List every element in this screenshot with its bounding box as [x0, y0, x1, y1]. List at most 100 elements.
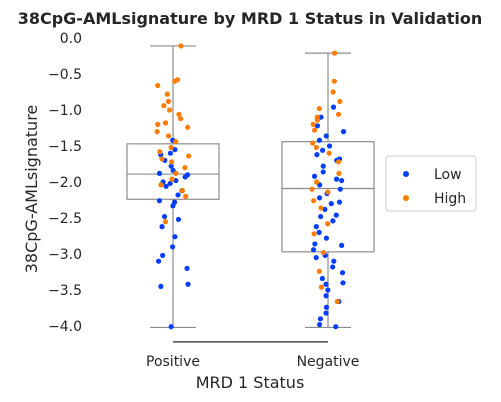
data-point-low	[175, 192, 181, 198]
data-point-high	[337, 98, 343, 104]
data-point-low	[161, 213, 168, 220]
y-tick-label: −1.0	[48, 103, 82, 119]
data-point-low	[313, 224, 319, 230]
data-point-low	[316, 137, 323, 143]
data-point-high	[334, 298, 340, 305]
data-point-low	[325, 287, 331, 293]
data-point-low	[323, 293, 329, 299]
data-point-high	[162, 120, 169, 126]
data-point-high	[326, 150, 332, 156]
data-point-high	[176, 111, 182, 117]
data-point-high	[185, 124, 191, 130]
data-point-low	[320, 169, 326, 175]
data-point-low	[168, 324, 174, 330]
data-point-low	[330, 264, 336, 270]
data-point-low	[333, 212, 339, 218]
data-point-high	[158, 182, 164, 188]
y-tick-label: −1.5	[48, 139, 82, 155]
data-point-low	[184, 172, 191, 178]
data-point-high	[186, 153, 192, 159]
data-point-high	[168, 144, 174, 151]
data-point-low	[168, 163, 174, 169]
data-point-high	[173, 139, 179, 145]
data-point-high	[169, 159, 175, 165]
data-point-high	[178, 43, 184, 49]
data-point-high	[165, 133, 172, 139]
data-point-low	[167, 180, 173, 187]
data-point-low	[314, 152, 320, 158]
data-point-high	[161, 103, 167, 109]
data-point-high	[318, 284, 325, 290]
data-point-low	[316, 195, 323, 201]
data-point-low	[310, 247, 317, 253]
data-point-low	[313, 255, 319, 261]
data-point-low	[175, 216, 182, 223]
data-point-low	[318, 213, 324, 220]
data-point-low	[323, 310, 329, 316]
data-point-low	[339, 177, 345, 184]
data-point-high	[310, 121, 316, 127]
y-tick-label: −2.0	[48, 175, 82, 191]
data-point-low	[185, 281, 191, 287]
data-point-low	[167, 150, 174, 156]
data-point-low	[318, 114, 324, 120]
legend-label-high: High	[434, 191, 466, 207]
data-point-high	[310, 140, 316, 146]
data-point-high	[314, 179, 320, 185]
x-axis-label: MRD 1 Status	[196, 373, 305, 392]
data-point-low	[172, 147, 178, 153]
data-point-low	[163, 183, 169, 189]
data-point-high	[159, 156, 165, 162]
data-point-high	[182, 165, 188, 171]
data-point-high	[155, 121, 161, 127]
data-point-high	[336, 170, 342, 176]
data-point-low	[340, 280, 346, 286]
strip-points	[154, 43, 347, 330]
data-point-low	[323, 133, 329, 139]
data-point-high	[177, 116, 184, 122]
data-point-high	[309, 186, 315, 192]
data-point-high	[318, 205, 324, 211]
data-point-high	[165, 98, 172, 104]
data-point-low	[340, 129, 347, 135]
data-point-high	[335, 111, 342, 117]
y-tick-label: −2.5	[48, 211, 82, 227]
x-axis: Positive Negative	[146, 354, 359, 370]
data-point-low	[156, 198, 163, 204]
data-point-high	[335, 159, 342, 165]
legend: Low High	[385, 155, 477, 212]
data-point-low	[323, 235, 330, 241]
data-point-low	[333, 176, 340, 182]
chart-title: 38CpG-AMLsignature by MRD 1 Status in Va…	[18, 9, 483, 28]
data-point-low	[172, 199, 178, 205]
data-point-high	[316, 268, 322, 274]
y-tick-label: −4.0	[48, 319, 82, 335]
data-point-high	[172, 78, 178, 84]
x-tick-label: Positive	[146, 354, 200, 370]
data-point-high	[179, 188, 185, 194]
data-point-low	[169, 244, 176, 250]
data-point-low	[317, 316, 324, 322]
data-point-low	[156, 258, 162, 264]
data-point-high	[312, 127, 318, 133]
data-point-low	[160, 252, 166, 259]
data-point-high	[330, 89, 336, 95]
iqr-box	[281, 141, 375, 253]
data-point-high	[316, 105, 322, 112]
data-point-low	[316, 229, 322, 235]
data-point-low	[339, 242, 345, 248]
box-positive	[126, 45, 220, 329]
data-point-low	[333, 324, 339, 330]
y-tick-label: −3.5	[48, 283, 82, 299]
data-point-low	[320, 163, 326, 169]
box-negative	[281, 52, 375, 329]
data-point-low	[330, 104, 337, 110]
data-point-low	[322, 206, 328, 212]
data-point-high	[313, 144, 319, 151]
data-point-high	[314, 114, 320, 120]
data-point-high	[331, 78, 337, 84]
data-point-low	[184, 265, 190, 271]
data-point-high	[332, 50, 338, 56]
data-point-low	[339, 270, 346, 276]
